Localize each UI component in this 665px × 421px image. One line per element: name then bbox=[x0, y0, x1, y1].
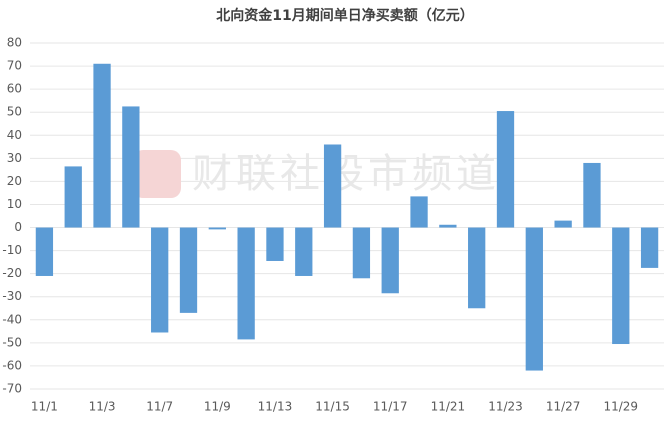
bar bbox=[179, 227, 198, 313]
bar bbox=[64, 166, 82, 228]
x-tick-label: 11/3 bbox=[89, 400, 116, 414]
bar bbox=[35, 227, 54, 276]
watermark-logo bbox=[133, 150, 181, 198]
chart-title: 北向资金11月期间单日净买卖额（亿元） bbox=[216, 7, 473, 24]
bar bbox=[323, 144, 342, 228]
y-tick-label: 70 bbox=[7, 59, 22, 73]
bar bbox=[237, 227, 255, 340]
y-tick-label: -60 bbox=[2, 358, 22, 372]
y-tick-label: 20 bbox=[7, 174, 22, 188]
y-tick-label: 50 bbox=[7, 105, 22, 119]
y-tick-label: 10 bbox=[7, 197, 22, 211]
y-tick-label: -50 bbox=[2, 335, 22, 349]
y-tick-label: 40 bbox=[7, 128, 22, 142]
bar bbox=[381, 227, 399, 294]
y-tick-label: -30 bbox=[2, 289, 22, 303]
bar bbox=[525, 227, 543, 371]
x-tick-label: 11/21 bbox=[431, 400, 466, 414]
bar bbox=[612, 227, 630, 345]
x-tick-label: 11/17 bbox=[373, 400, 408, 414]
bar bbox=[554, 220, 572, 228]
x-tick-label: 11/27 bbox=[546, 400, 581, 414]
bar bbox=[352, 227, 371, 279]
bar bbox=[468, 227, 486, 309]
y-tick-label: -20 bbox=[2, 266, 22, 280]
x-tick-label: 11/1 bbox=[31, 400, 58, 414]
x-tick-label: 11/23 bbox=[488, 400, 523, 414]
bar bbox=[93, 63, 111, 228]
bar bbox=[122, 106, 140, 228]
bar bbox=[410, 196, 428, 228]
y-tick-label: 80 bbox=[7, 36, 22, 50]
x-tick-label: 11/13 bbox=[258, 400, 293, 414]
bar bbox=[151, 227, 169, 333]
x-tick-label: 11/15 bbox=[315, 400, 350, 414]
x-tick-label: 11/9 bbox=[204, 400, 231, 414]
y-tick-label: 30 bbox=[7, 151, 22, 165]
y-tick-label: 0 bbox=[14, 220, 22, 234]
y-tick-label: -40 bbox=[2, 312, 22, 326]
y-tick-label: 60 bbox=[7, 82, 22, 96]
bar bbox=[266, 227, 284, 261]
y-tick-label: -70 bbox=[2, 382, 22, 396]
y-tick-label: -10 bbox=[2, 243, 22, 257]
watermark: 财联社股市频道 bbox=[192, 151, 500, 197]
bar bbox=[496, 111, 515, 228]
bar bbox=[640, 227, 659, 268]
x-tick-label: 11/29 bbox=[603, 400, 638, 414]
x-tick-label: 11/7 bbox=[146, 400, 173, 414]
bar bbox=[208, 227, 226, 230]
bar bbox=[295, 227, 313, 276]
bar bbox=[439, 224, 457, 228]
bar bbox=[583, 162, 601, 228]
